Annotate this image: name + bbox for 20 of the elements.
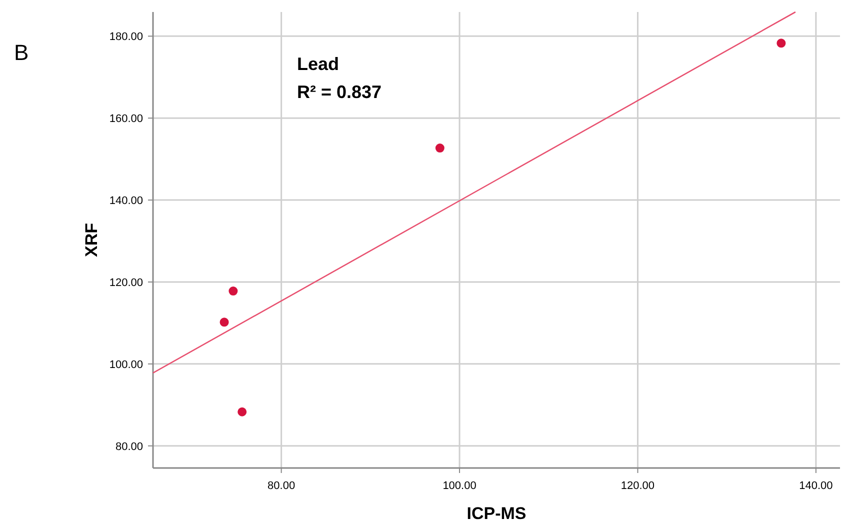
- point: [238, 407, 247, 416]
- x-tick-label: 120.00: [620, 480, 655, 492]
- y-tick-label: 80.00: [115, 440, 143, 453]
- y-tick-label: 160.00: [109, 113, 143, 126]
- y-tick-label: 140.00: [109, 195, 143, 208]
- x-tick-label: 80.00: [268, 480, 296, 492]
- point: [776, 38, 786, 48]
- y-tick-label: 180.00: [109, 31, 143, 44]
- y-tick-label: 100.00: [109, 358, 143, 371]
- x-tick-label: 140.00: [799, 480, 833, 492]
- text: B: [14, 40, 29, 65]
- x-tick-label: 100.00: [442, 480, 476, 492]
- point: [435, 144, 444, 153]
- annotation: R² = 0.837: [297, 82, 382, 102]
- annotation: Lead: [297, 54, 340, 74]
- y-axis-title: XRF: [82, 223, 101, 257]
- point: [228, 286, 238, 296]
- x-axis-title: ICP-MS: [466, 504, 526, 523]
- point: [220, 318, 229, 327]
- y-tick-label: 120.00: [109, 276, 143, 289]
